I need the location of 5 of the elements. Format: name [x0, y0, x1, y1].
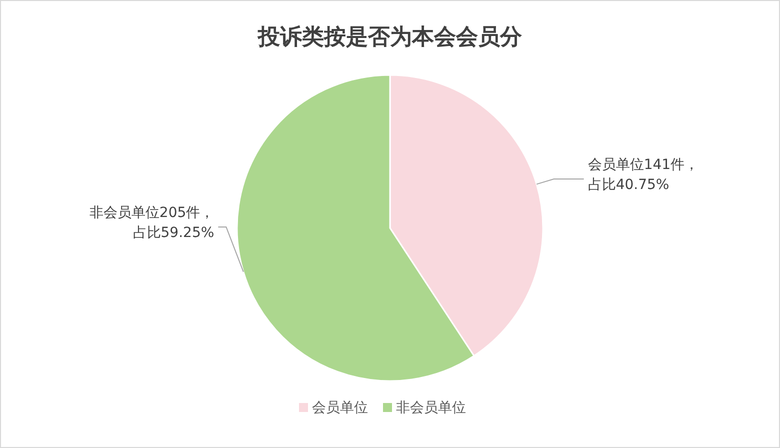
data-label: 非会员单位205件，占比59.25%: [89, 204, 214, 241]
chart-title: 投诉类按是否为本会会员分: [257, 24, 523, 50]
legend-label: 会员单位: [312, 400, 368, 416]
data-label: 会员单位141件，占比40.75%: [588, 157, 699, 194]
legend-label: 非会员单位: [396, 400, 466, 416]
